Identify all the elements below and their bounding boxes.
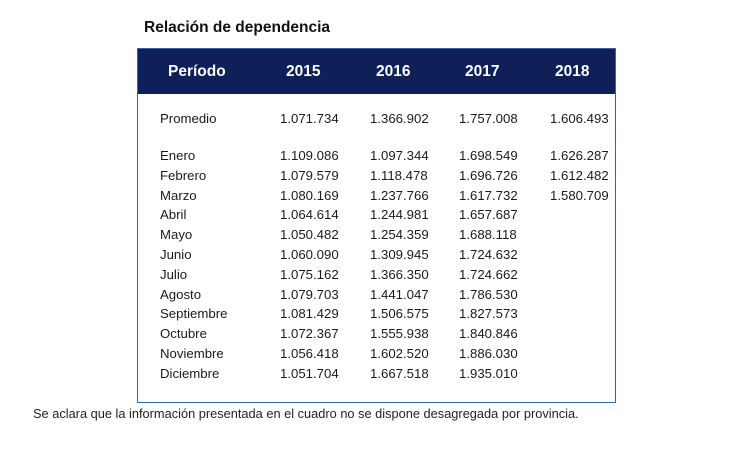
row-label: Enero <box>160 148 196 163</box>
value-cell: 1.071.734 <box>280 111 339 126</box>
value-cell: 1.786.530 <box>459 286 518 302</box>
value-cell: 1.626.287 <box>550 148 609 163</box>
header-year: 2017 <box>465 63 500 80</box>
value-cell: 1.366.350 <box>370 266 429 282</box>
header-year: 2018 <box>555 63 590 80</box>
value-cell: 1.079.703 <box>280 286 339 302</box>
value-cell: 1.064.614 <box>280 207 339 223</box>
value-cell: 1.506.575 <box>370 306 429 322</box>
value-cell: 1.688.118 <box>459 227 517 243</box>
row-label: Octubre <box>160 326 207 342</box>
value-cell: 1.060.090 <box>280 247 339 262</box>
value-cell: 1.097.344 <box>370 148 429 163</box>
footnote: Se aclara que la información presentada … <box>33 406 579 421</box>
value-cell: 1.724.632 <box>459 247 518 262</box>
value-cell: 1.072.367 <box>280 326 339 342</box>
row-label: Marzo <box>160 187 197 203</box>
value-cell: 1.602.520 <box>370 346 429 361</box>
value-cell: 1.254.359 <box>370 227 429 243</box>
row-label: Abril <box>160 207 187 223</box>
header-year: 2015 <box>286 63 321 80</box>
value-cell: 1.050.482 <box>280 227 339 243</box>
row-label: Diciembre <box>160 365 220 381</box>
value-cell: 1.056.418 <box>280 346 339 361</box>
table-title: Relación de dependencia <box>144 19 331 36</box>
value-cell: 1.118.478 <box>370 167 428 183</box>
table-header-row: Período 2015 2016 2017 2018 <box>138 49 615 94</box>
header-year: 2016 <box>376 63 411 80</box>
row-label: Junio <box>160 247 192 262</box>
row-label: Febrero <box>160 167 207 183</box>
value-cell: 1.244.981 <box>370 207 429 223</box>
value-cell: 1.051.704 <box>280 365 339 381</box>
value-cell: 1.237.766 <box>370 187 429 203</box>
row-label: Promedio <box>160 111 217 126</box>
value-cell: 1.840.846 <box>459 326 518 342</box>
value-cell: 1.827.573 <box>459 306 518 322</box>
value-cell: 1.079.579 <box>280 167 339 183</box>
row-label: Julio <box>160 266 188 282</box>
value-cell: 1.075.162 <box>280 266 339 282</box>
value-cell: 1.667.518 <box>370 365 429 381</box>
value-cell: 1.441.047 <box>370 286 429 302</box>
value-cell: 1.617.732 <box>459 187 518 203</box>
value-cell: 1.309.945 <box>370 247 429 262</box>
value-cell: 1.081.429 <box>280 306 339 322</box>
value-cell: 1.366.902 <box>370 111 429 126</box>
value-cell: 1.080.169 <box>280 187 339 203</box>
value-cell: 1.657.687 <box>459 207 518 223</box>
row-label: Noviembre <box>160 346 224 361</box>
value-cell: 1.612.482 <box>550 167 609 183</box>
row-label: Agosto <box>160 286 202 302</box>
data-table: Período 2015 2016 2017 2018 Promedio 1.071.73… <box>137 48 616 403</box>
value-cell: 1.696.726 <box>459 167 518 183</box>
value-cell: 1.698.549 <box>459 148 518 163</box>
value-cell: 1.606.493 <box>550 111 609 126</box>
header-period: Período <box>168 63 226 80</box>
value-cell: 1.109.086 <box>280 148 339 163</box>
row-label: Mayo <box>160 227 193 243</box>
value-cell: 1.580.709 <box>550 187 609 203</box>
row-label: Septiembre <box>160 306 228 322</box>
value-cell: 1.935.010 <box>459 365 518 381</box>
value-cell: 1.757.008 <box>459 111 518 126</box>
value-cell: 1.555.938 <box>370 326 429 342</box>
value-cell: 1.724.662 <box>459 266 518 282</box>
value-cell: 1.886.030 <box>459 346 518 361</box>
